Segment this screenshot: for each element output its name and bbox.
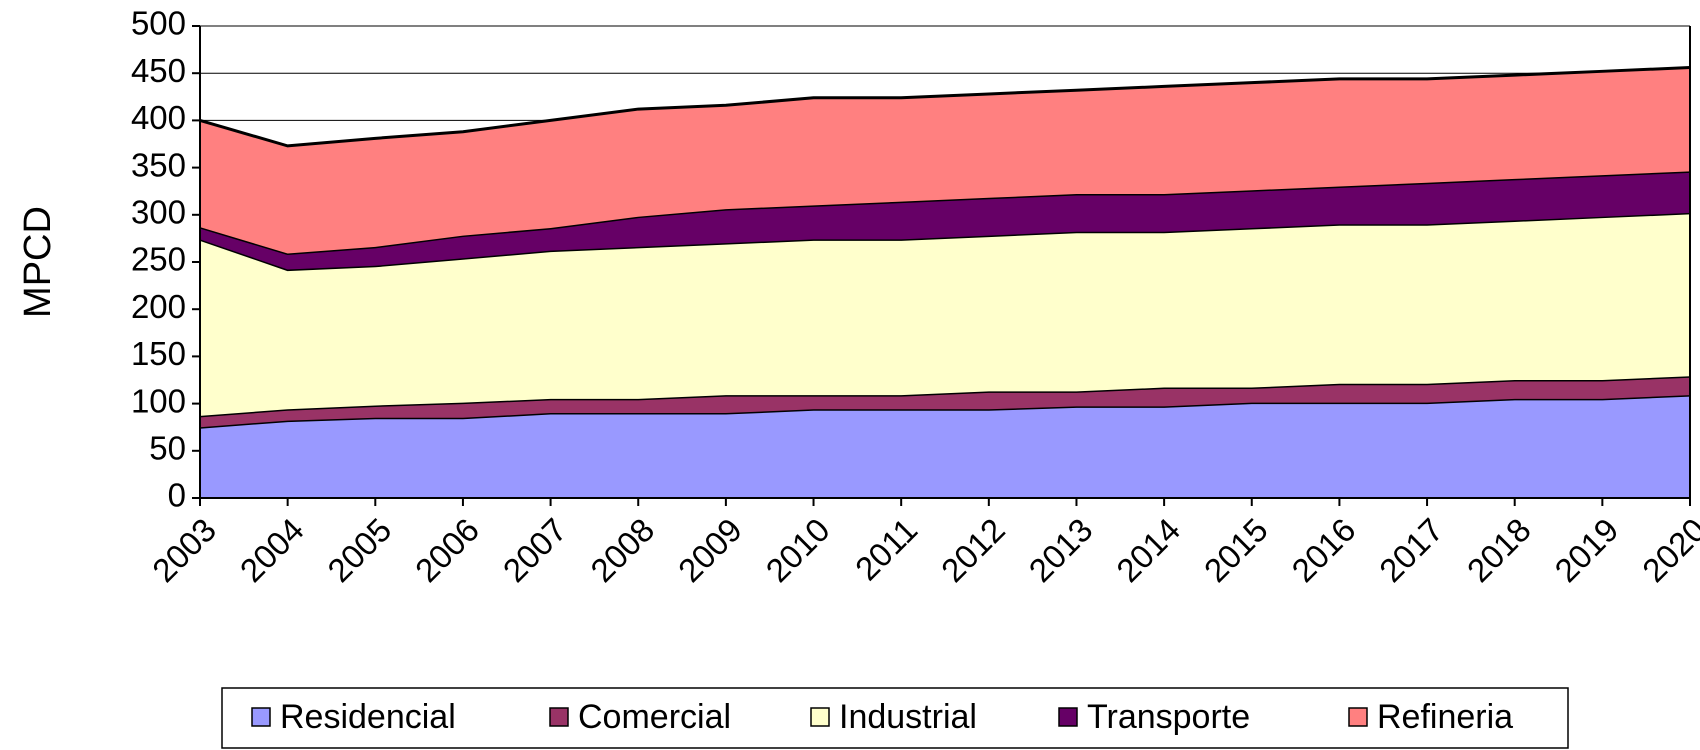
x-tick-label: 2010: [759, 511, 837, 589]
y-tick-label: 250: [131, 241, 186, 278]
y-tick-label: 450: [131, 52, 186, 89]
x-tick-label: 2004: [233, 511, 311, 589]
legend-swatch: [1058, 707, 1078, 727]
legend-swatch: [251, 707, 271, 727]
legend-label: Transporte: [1087, 698, 1250, 736]
x-tick-label: 2005: [320, 511, 398, 589]
x-tick-label: 2015: [1197, 511, 1275, 589]
x-tick-label: 2020: [1635, 511, 1700, 589]
y-tick-label: 100: [131, 382, 186, 419]
x-tick-label: 2017: [1372, 511, 1450, 589]
y-tick-label: 500: [131, 5, 186, 42]
x-tick-label: 2003: [145, 511, 223, 589]
area: [200, 67, 1690, 254]
legend-label: Refineria: [1377, 698, 1513, 736]
legend-label: Industrial: [839, 698, 977, 736]
area: [200, 376, 1690, 428]
area: [200, 212, 1690, 416]
y-tick-label: 0: [168, 477, 186, 514]
y-tick-label: 200: [131, 288, 186, 325]
area: [200, 171, 1690, 270]
area-edge: [199, 66, 1691, 148]
area: [200, 395, 1690, 498]
x-tick-label: 2009: [671, 511, 749, 589]
legend-swatch: [1348, 707, 1368, 727]
y-tick-label: 400: [131, 99, 186, 136]
x-tick-label: 2011: [848, 511, 924, 587]
x-tick-label: 2008: [583, 511, 661, 589]
legend-swatch: [810, 707, 830, 727]
legend-label: Comercial: [578, 698, 731, 736]
x-tick-label: 2006: [408, 511, 486, 589]
x-tick-label: 2018: [1460, 511, 1538, 589]
x-tick-label: 2014: [1109, 511, 1187, 589]
x-tick-label: 2012: [934, 511, 1012, 589]
x-tick-label: 2019: [1547, 511, 1625, 589]
y-tick-label: 300: [131, 194, 186, 231]
x-tick-label: 2013: [1022, 511, 1100, 589]
legend-box: [221, 687, 1569, 749]
legend-swatch: [549, 707, 569, 727]
x-tick-label: 2016: [1284, 511, 1362, 589]
y-tick-label: 350: [131, 146, 186, 183]
y-tick-label: 150: [131, 335, 186, 372]
y-axis-label: MPCD: [17, 206, 59, 318]
y-tick-label: 50: [149, 430, 186, 467]
x-tick-label: 2007: [496, 511, 574, 589]
legend-label: Residencial: [280, 698, 456, 736]
